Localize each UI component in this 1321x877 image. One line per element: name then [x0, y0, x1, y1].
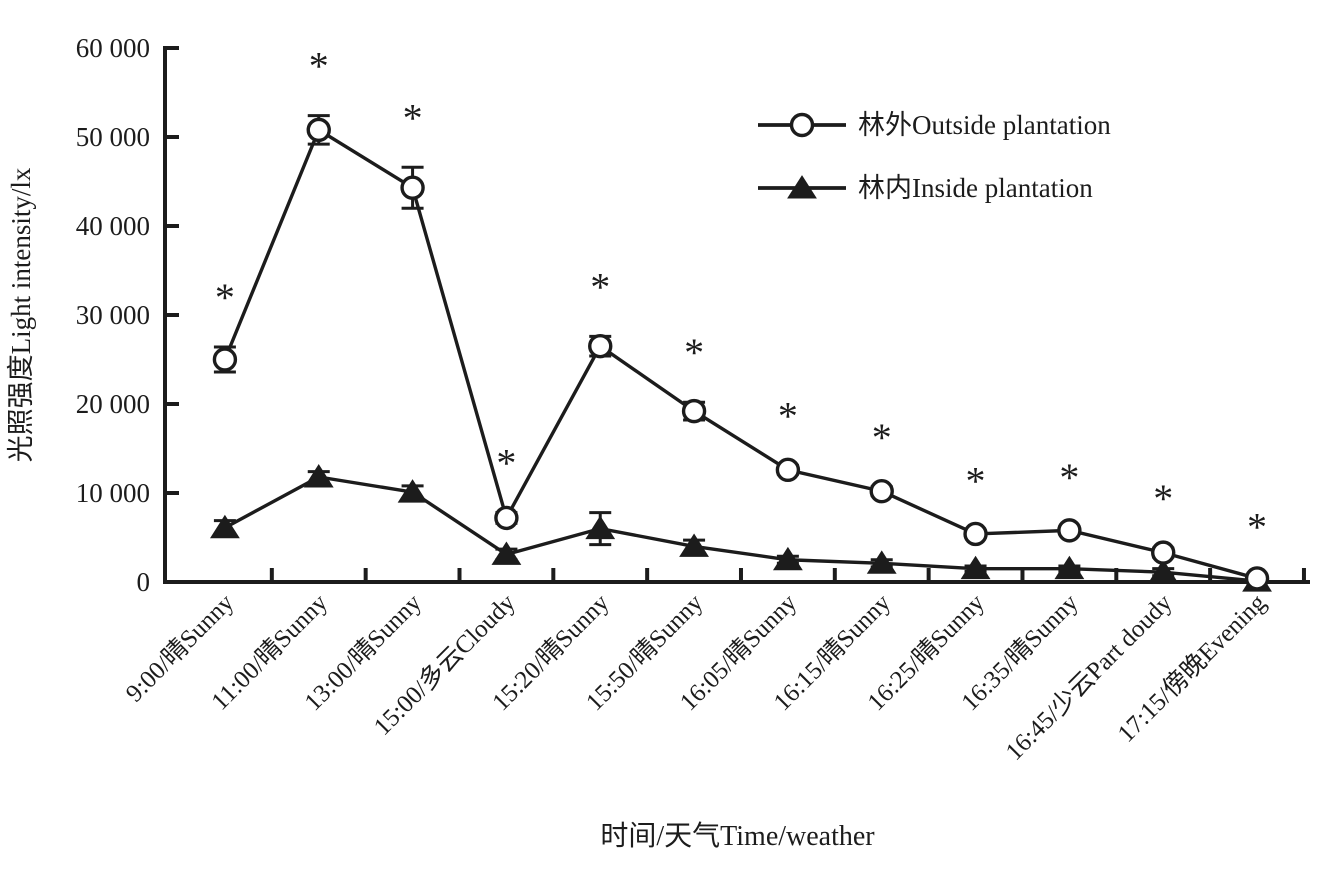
outside-point-marker	[1057, 518, 1082, 543]
outside-point-marker	[400, 175, 425, 200]
legend: 林外Outside plantation 林内Inside plantation	[758, 110, 1111, 203]
significance-asterisk: *	[496, 441, 516, 486]
outside-point-marker	[1244, 566, 1270, 591]
inside-point-marker	[679, 533, 709, 557]
y-tick-label: 60 000	[76, 33, 150, 63]
legend-triangle-marker	[787, 175, 817, 199]
y-tick-label: 0	[137, 567, 151, 597]
y-axis-title: 光照强度Light intensity/lx	[6, 167, 36, 462]
legend-item-inside: 林内Inside plantation	[758, 173, 1093, 203]
inside-point-marker	[960, 555, 991, 580]
outside-point-marker	[775, 457, 801, 483]
significance-asterisk: *	[778, 393, 798, 438]
inside-point-marker	[772, 546, 803, 571]
series-line	[223, 127, 1258, 581]
series-outside-plantation	[212, 114, 1270, 591]
significance-asterisk: *	[1153, 476, 1173, 521]
outside-point-marker	[963, 521, 988, 547]
legend-label: 林外Outside plantation	[858, 110, 1111, 140]
y-tick-label: 10 000	[76, 478, 150, 508]
outside-point-marker	[212, 347, 238, 372]
legend-label: 林内Inside plantation	[858, 173, 1093, 203]
inside-point-marker	[866, 550, 897, 574]
y-tick-label: 40 000	[76, 211, 150, 241]
significance-asterisk: *	[403, 95, 423, 140]
series-inside-plantation	[210, 464, 1272, 592]
outside-point-marker	[681, 398, 707, 424]
x-axis-title: 时间/天气Time/weather	[600, 820, 875, 852]
significance-asterisk: *	[872, 415, 892, 460]
outside-point-marker	[1151, 540, 1176, 565]
significance-asterisk: *	[1247, 505, 1267, 550]
inside-point-marker	[1054, 555, 1085, 580]
series-line	[224, 475, 1258, 583]
significance-asterisk: *	[309, 44, 329, 89]
outside-point-marker	[869, 479, 894, 504]
significance-asterisk: *	[684, 330, 704, 375]
inside-point-marker	[303, 464, 334, 488]
outside-point-marker	[494, 505, 519, 531]
y-tick-label: 50 000	[76, 122, 150, 152]
legend-item-outside: 林外Outside plantation	[758, 110, 1111, 140]
outside-point-marker	[306, 117, 331, 143]
legend-circle-marker	[789, 112, 815, 138]
significance-asterisk: *	[590, 264, 610, 309]
inside-point-marker	[491, 541, 522, 565]
y-tick-label: 20 000	[76, 389, 150, 419]
significance-asterisk: *	[215, 275, 235, 320]
inside-point-marker	[585, 515, 616, 540]
significance-asterisk: *	[1059, 455, 1079, 500]
inside-point-marker	[1148, 559, 1179, 583]
inside-point-marker	[210, 514, 240, 539]
inside-point-marker	[397, 479, 428, 503]
outside-point-marker	[588, 333, 613, 359]
significance-asterisk: *	[966, 458, 986, 503]
y-tick-label: 30 000	[76, 300, 150, 330]
